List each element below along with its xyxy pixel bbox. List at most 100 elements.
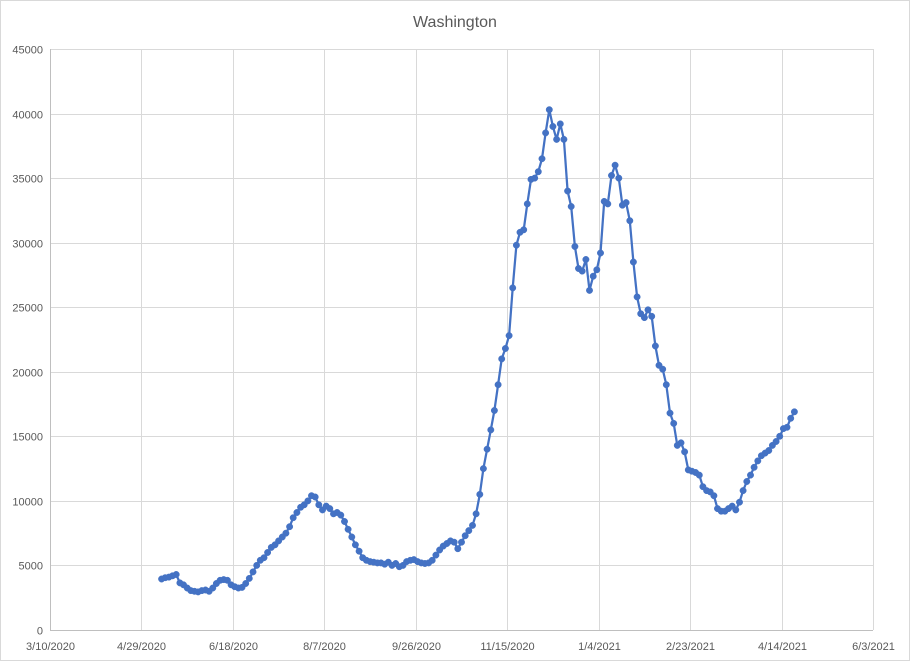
data-point	[223, 576, 231, 584]
data-point	[245, 574, 253, 582]
data-point	[355, 547, 363, 555]
data-point	[472, 510, 480, 518]
data-point	[640, 314, 648, 322]
data-point	[454, 545, 462, 553]
data-point	[677, 439, 685, 447]
data-point	[681, 448, 689, 456]
data-point	[286, 523, 294, 531]
data-point	[479, 465, 487, 473]
data-point	[253, 561, 261, 569]
data-point	[289, 514, 297, 522]
data-point	[520, 226, 528, 234]
data-point	[611, 161, 619, 169]
y-tick-label: 10000	[12, 497, 43, 509]
y-tick-label: 45000	[12, 45, 43, 57]
data-point	[428, 556, 436, 564]
data-point	[505, 332, 513, 340]
data-point	[523, 200, 531, 208]
data-point	[710, 492, 718, 500]
data-point	[783, 423, 791, 431]
data-point	[754, 457, 762, 465]
data-point	[743, 478, 751, 485]
data-point	[662, 381, 670, 389]
axes	[50, 49, 873, 631]
data-point	[432, 551, 440, 559]
data-point	[736, 498, 743, 506]
data-point	[494, 381, 502, 389]
data-point	[242, 580, 250, 587]
data-point	[750, 463, 758, 471]
data-point	[626, 217, 634, 225]
data-point	[666, 409, 674, 417]
data-point	[776, 432, 784, 440]
data-point	[556, 120, 564, 128]
data-point	[461, 532, 469, 540]
data-point	[578, 267, 586, 275]
data-point	[564, 187, 572, 195]
y-tick-label: 40000	[12, 110, 43, 122]
data-point	[549, 123, 557, 130]
data-point	[458, 538, 465, 546]
y-tick-label: 15000	[12, 432, 43, 444]
data-point	[593, 266, 601, 274]
data-point	[534, 168, 542, 176]
data-point	[348, 533, 356, 541]
data-point	[571, 243, 579, 250]
x-tick-label: 4/14/2021	[758, 641, 807, 653]
data-point	[512, 241, 520, 249]
data-point	[538, 155, 546, 163]
data-point	[264, 549, 272, 556]
data-point	[304, 497, 312, 505]
data-point	[732, 506, 740, 514]
data-point	[560, 135, 568, 143]
data-point	[582, 256, 590, 263]
data-point	[542, 129, 550, 137]
data-point	[629, 258, 637, 266]
data-point	[351, 541, 359, 549]
y-tick-label: 20000	[12, 368, 43, 380]
x-tick-label: 4/29/2020	[117, 641, 166, 653]
data-point	[326, 505, 334, 513]
chart-title: Washington	[413, 14, 497, 31]
data-point	[622, 199, 630, 207]
data-point	[615, 174, 623, 182]
data-point	[487, 426, 495, 434]
data-point	[651, 342, 659, 350]
data-point	[531, 174, 539, 182]
data-point	[747, 471, 754, 479]
x-tick-label: 6/3/2021	[852, 641, 895, 653]
data-point	[465, 527, 473, 535]
data-point	[315, 501, 323, 509]
x-tick-label: 11/15/2020	[480, 641, 534, 653]
data-point	[282, 529, 290, 537]
data-point	[209, 584, 217, 592]
y-tick-label: 30000	[12, 239, 43, 251]
data-point	[469, 521, 476, 529]
x-tick-label: 6/18/2020	[209, 641, 258, 653]
y-tick-label: 25000	[12, 303, 43, 315]
data-point	[644, 306, 652, 314]
data-point	[695, 471, 703, 479]
data-point	[648, 312, 656, 320]
x-tick-label: 2/23/2021	[666, 641, 715, 653]
data-point	[633, 293, 641, 301]
data-point	[787, 414, 795, 422]
data-point	[545, 106, 553, 114]
x-tick-label: 8/7/2020	[303, 641, 346, 653]
data-point	[765, 447, 773, 454]
data-point	[293, 509, 301, 516]
y-tick-label: 35000	[12, 174, 43, 186]
y-tick-label: 5000	[19, 561, 43, 573]
x-tick-label: 1/4/2021	[578, 641, 621, 653]
x-tick-label: 3/10/2020	[26, 641, 75, 653]
data-point	[344, 525, 352, 533]
x-axis-labels: 3/10/2020 4/29/2020 6/18/2020 8/7/2020 9/26/…	[26, 641, 895, 653]
data-point	[501, 345, 509, 352]
data-point	[608, 172, 615, 179]
data-point	[311, 493, 319, 501]
data-point	[589, 272, 597, 280]
data-point	[341, 518, 348, 525]
